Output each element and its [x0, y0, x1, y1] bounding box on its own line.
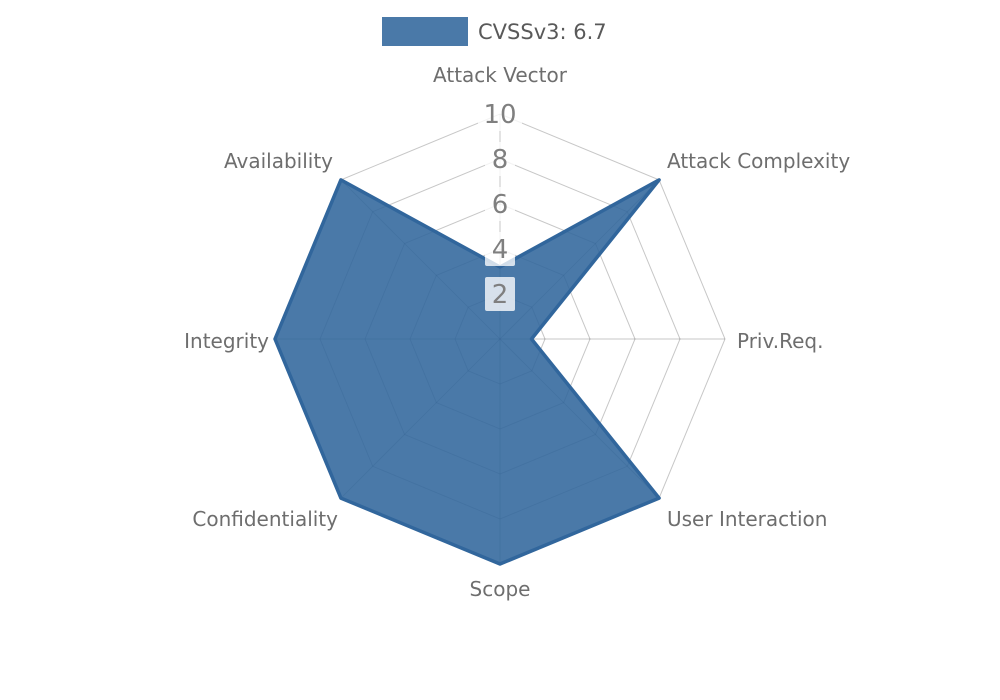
legend: CVSSv3: 6.7: [382, 17, 607, 46]
tick-label-10: 10: [483, 100, 516, 130]
tick-label-2: 2: [492, 280, 509, 310]
legend-label: CVSSv3: 6.7: [478, 20, 607, 44]
axis-label-confidentiality: Confidentiality: [192, 507, 338, 531]
radial-tick-labels: 2 4 6 8 10: [478, 97, 522, 311]
tick-box-6: [485, 187, 515, 221]
radar-series: [273, 178, 661, 566]
tick-box-10: [478, 97, 522, 131]
axis-labels: Attack Vector Attack Complexity Priv.Req. U…: [184, 63, 850, 601]
axis-label-integrity: Integrity: [184, 329, 269, 353]
axis-label-attack-complexity: Attack Complexity: [667, 149, 850, 173]
axis-label-scope: Scope: [470, 577, 531, 601]
axis-label-attack-vector: Attack Vector: [433, 63, 568, 87]
axis-label-availability: Availability: [224, 149, 333, 173]
axis-label-user-interaction: User Interaction: [667, 507, 827, 531]
tick-box-8: [485, 142, 515, 176]
tick-box-4: [485, 232, 515, 266]
series-polygon-cvssv3-6-7: [273, 178, 661, 566]
tick-label-4: 4: [492, 235, 509, 265]
legend-swatch: [382, 17, 468, 46]
axis-label-priv-req: Priv.Req.: [737, 329, 823, 353]
tick-box-2: [485, 277, 515, 311]
tick-label-6: 6: [492, 190, 509, 220]
tick-label-8: 8: [492, 145, 509, 175]
